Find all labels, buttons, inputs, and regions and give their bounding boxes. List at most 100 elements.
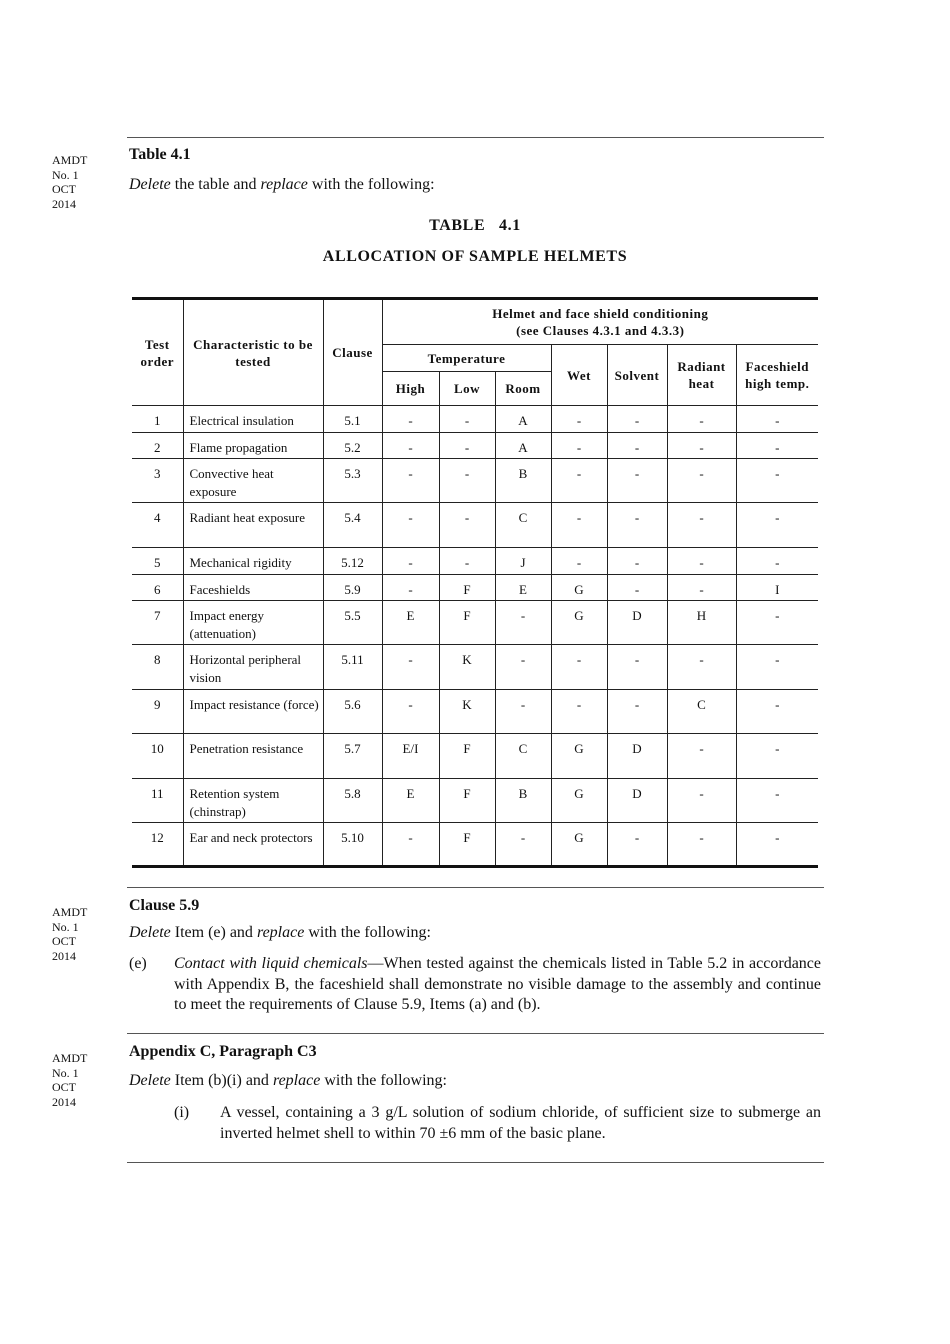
cell-test-order: 6 bbox=[132, 574, 184, 601]
table-row: 3 Convective heat exposure 5.3- - B - - - - bbox=[132, 458, 819, 503]
instr-text: the table and bbox=[170, 176, 261, 193]
table-row: 11 Retention system (chinstrap) 5.8 E F B G D - - bbox=[132, 778, 819, 823]
cell-radiant: H bbox=[666, 600, 737, 645]
cell-wet: G bbox=[550, 733, 608, 779]
cell-room: E bbox=[494, 574, 552, 601]
cell-radiant: - bbox=[666, 405, 737, 433]
cell-faceshield: - bbox=[735, 644, 819, 690]
cell-low: F bbox=[438, 600, 496, 645]
cell-high: - bbox=[381, 822, 440, 868]
cell-high: - bbox=[381, 458, 440, 503]
cell-radiant: - bbox=[666, 574, 737, 601]
cell-characteristic: Flame propagation bbox=[182, 432, 324, 459]
cell-clause: 5.4 bbox=[322, 502, 383, 548]
cell-faceshield: - bbox=[735, 822, 819, 868]
cell-solvent: D bbox=[606, 733, 668, 779]
cell-clause: 5.11 bbox=[322, 644, 383, 690]
cell-low: - bbox=[438, 432, 496, 459]
divider bbox=[127, 887, 824, 888]
amdt-year: 2014 bbox=[52, 196, 76, 211]
instr-text: Item (e) and bbox=[170, 924, 257, 941]
cell-solvent: - bbox=[606, 502, 668, 548]
cell-solvent: - bbox=[606, 689, 668, 734]
table-row: 7 Impact energy (attenuation) 5.5 E F - G D H - bbox=[132, 600, 819, 645]
cell-low: K bbox=[438, 644, 496, 690]
cell-high: - bbox=[381, 574, 440, 601]
instruction: Delete Item (b)(i) and replace with the … bbox=[129, 1072, 447, 1090]
header-clause: Clause bbox=[322, 297, 383, 406]
cell-test-order: 11 bbox=[132, 778, 184, 823]
header-faceshield: Faceshield high temp. bbox=[735, 344, 819, 406]
instr-text: with the following: bbox=[307, 176, 435, 193]
cell-low: F bbox=[438, 822, 496, 868]
cell-clause: 5.9 bbox=[322, 574, 383, 601]
instr-text: with the following: bbox=[320, 1072, 447, 1089]
cell-high: - bbox=[381, 547, 440, 575]
cell-solvent: - bbox=[606, 432, 668, 459]
cell-wet: - bbox=[550, 458, 608, 503]
item-body: —When tested against the chemicals liste… bbox=[174, 955, 821, 1013]
instruction: Delete Item (e) and replace with the fol… bbox=[129, 924, 431, 942]
cell-solvent: - bbox=[606, 574, 668, 601]
cell-test-order: 3 bbox=[132, 458, 184, 503]
cell-wet: G bbox=[550, 574, 608, 601]
cell-characteristic: Impact resistance (force) bbox=[182, 689, 324, 734]
cell-test-order: 9 bbox=[132, 689, 184, 734]
cell-high: - bbox=[381, 644, 440, 690]
conditioning-title: Helmet and face shield conditioning bbox=[492, 306, 709, 321]
cell-room: A bbox=[494, 432, 552, 459]
table-row: 10 Penetration resistance 5.7 E/I F C G D - - bbox=[132, 733, 819, 779]
cell-test-order: 8 bbox=[132, 644, 184, 690]
delete-word: Delete bbox=[129, 176, 171, 193]
header-wet: Wet bbox=[550, 344, 608, 406]
cell-test-order: 4 bbox=[132, 502, 184, 548]
cell-faceshield: - bbox=[735, 733, 819, 779]
cell-radiant: - bbox=[666, 547, 737, 575]
cell-wet: - bbox=[550, 547, 608, 575]
cell-clause: 5.3 bbox=[322, 458, 383, 503]
cell-room: C bbox=[494, 733, 552, 779]
amdt-month: OCT bbox=[52, 1080, 76, 1094]
cell-faceshield: - bbox=[735, 547, 819, 575]
amendment-note: AMDT No. 1 OCT 2014 bbox=[52, 153, 87, 211]
cell-test-order: 12 bbox=[132, 822, 184, 868]
delete-word: Delete bbox=[129, 924, 171, 941]
cell-clause: 5.2 bbox=[322, 432, 383, 459]
amdt-number: No. 1 bbox=[52, 919, 79, 934]
item-title: Contact with liquid chemicals bbox=[174, 955, 368, 972]
amdt-label: AMDT bbox=[52, 1051, 88, 1065]
amendment-note: AMDT No. 1 OCT 2014 bbox=[52, 1051, 87, 1109]
cell-high: E/I bbox=[381, 733, 440, 779]
cell-radiant: - bbox=[666, 458, 737, 503]
instruction: Delete the table and replace with the fo… bbox=[129, 176, 435, 194]
amdt-year: 2014 bbox=[52, 948, 76, 963]
cell-room: B bbox=[494, 778, 552, 823]
item-label: (e) bbox=[129, 955, 147, 972]
cell-wet: - bbox=[550, 405, 608, 433]
cell-room: B bbox=[494, 458, 552, 503]
cell-solvent: - bbox=[606, 547, 668, 575]
cell-room: - bbox=[494, 600, 552, 645]
amdt-number: No. 1 bbox=[52, 167, 79, 182]
cell-characteristic: Ear and neck protectors bbox=[182, 822, 324, 868]
amdt-label: AMDT bbox=[52, 905, 88, 919]
cell-high: - bbox=[381, 689, 440, 734]
section-heading-table: Table 4.1 bbox=[129, 146, 191, 163]
item-text: A vessel, containing a 3 g/L solution of… bbox=[220, 1104, 821, 1142]
cell-wet: - bbox=[550, 502, 608, 548]
cell-wet: G bbox=[550, 600, 608, 645]
cell-high: - bbox=[381, 432, 440, 459]
header-temperature: Temperature bbox=[382, 344, 552, 372]
cell-low: K bbox=[438, 689, 496, 734]
cell-characteristic: Radiant heat exposure bbox=[182, 502, 324, 548]
cell-faceshield: I bbox=[735, 574, 819, 601]
table-row: 9 Impact resistance (force) 5.6- K - - - C - bbox=[132, 689, 819, 734]
table-title: ALLOCATION OF SAMPLE HELMETS bbox=[322, 248, 628, 265]
header-room: Room bbox=[494, 371, 551, 406]
header-radiant: Radiant heat bbox=[666, 344, 737, 406]
replace-word: replace bbox=[256, 924, 305, 941]
cell-test-order: 1 bbox=[132, 405, 184, 433]
cell-wet: - bbox=[550, 644, 608, 690]
header-conditioning: Helmet and face shield conditioning (see … bbox=[381, 297, 819, 345]
cell-test-order: 7 bbox=[132, 600, 184, 645]
